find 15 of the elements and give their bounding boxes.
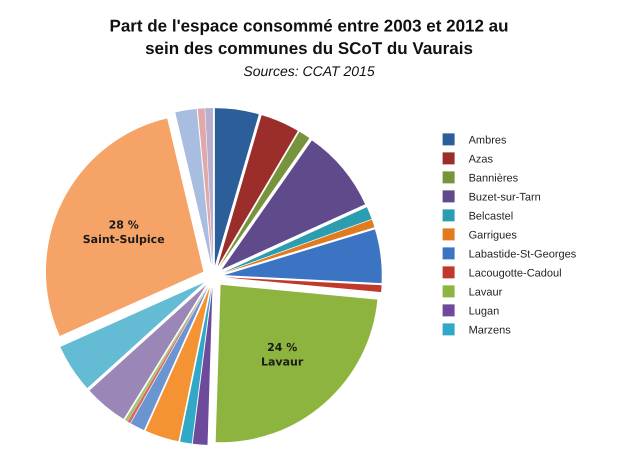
legend-label: Lacougotte-Cadoul: [468, 268, 562, 280]
legend-label: Garrigues: [468, 230, 518, 242]
legend-label: Lavaur: [468, 286, 503, 299]
legend-label: Lugan: [468, 306, 500, 318]
legend-label: Ambres: [468, 134, 507, 147]
legend-label: Labastide-St-Georges: [468, 248, 577, 261]
legend-label: Bannières: [468, 172, 519, 185]
legend-label: Belcastel: [468, 210, 514, 223]
chart-subtitle: Sources: CCAT 2015: [243, 62, 375, 79]
data-label: 24 % Lavaur: [261, 341, 304, 369]
legend-label: Buzet-sur-Tarn: [468, 192, 541, 204]
chart-title: Part de l'espace consommé entre 2003 et 2012 au sein des communes du SCoT du Vaurais: [109, 16, 509, 58]
data-label: 28 % Saint-Sulpice: [82, 218, 165, 246]
legend-label: Azas: [468, 154, 494, 166]
legend-label: Marzens: [468, 324, 512, 337]
